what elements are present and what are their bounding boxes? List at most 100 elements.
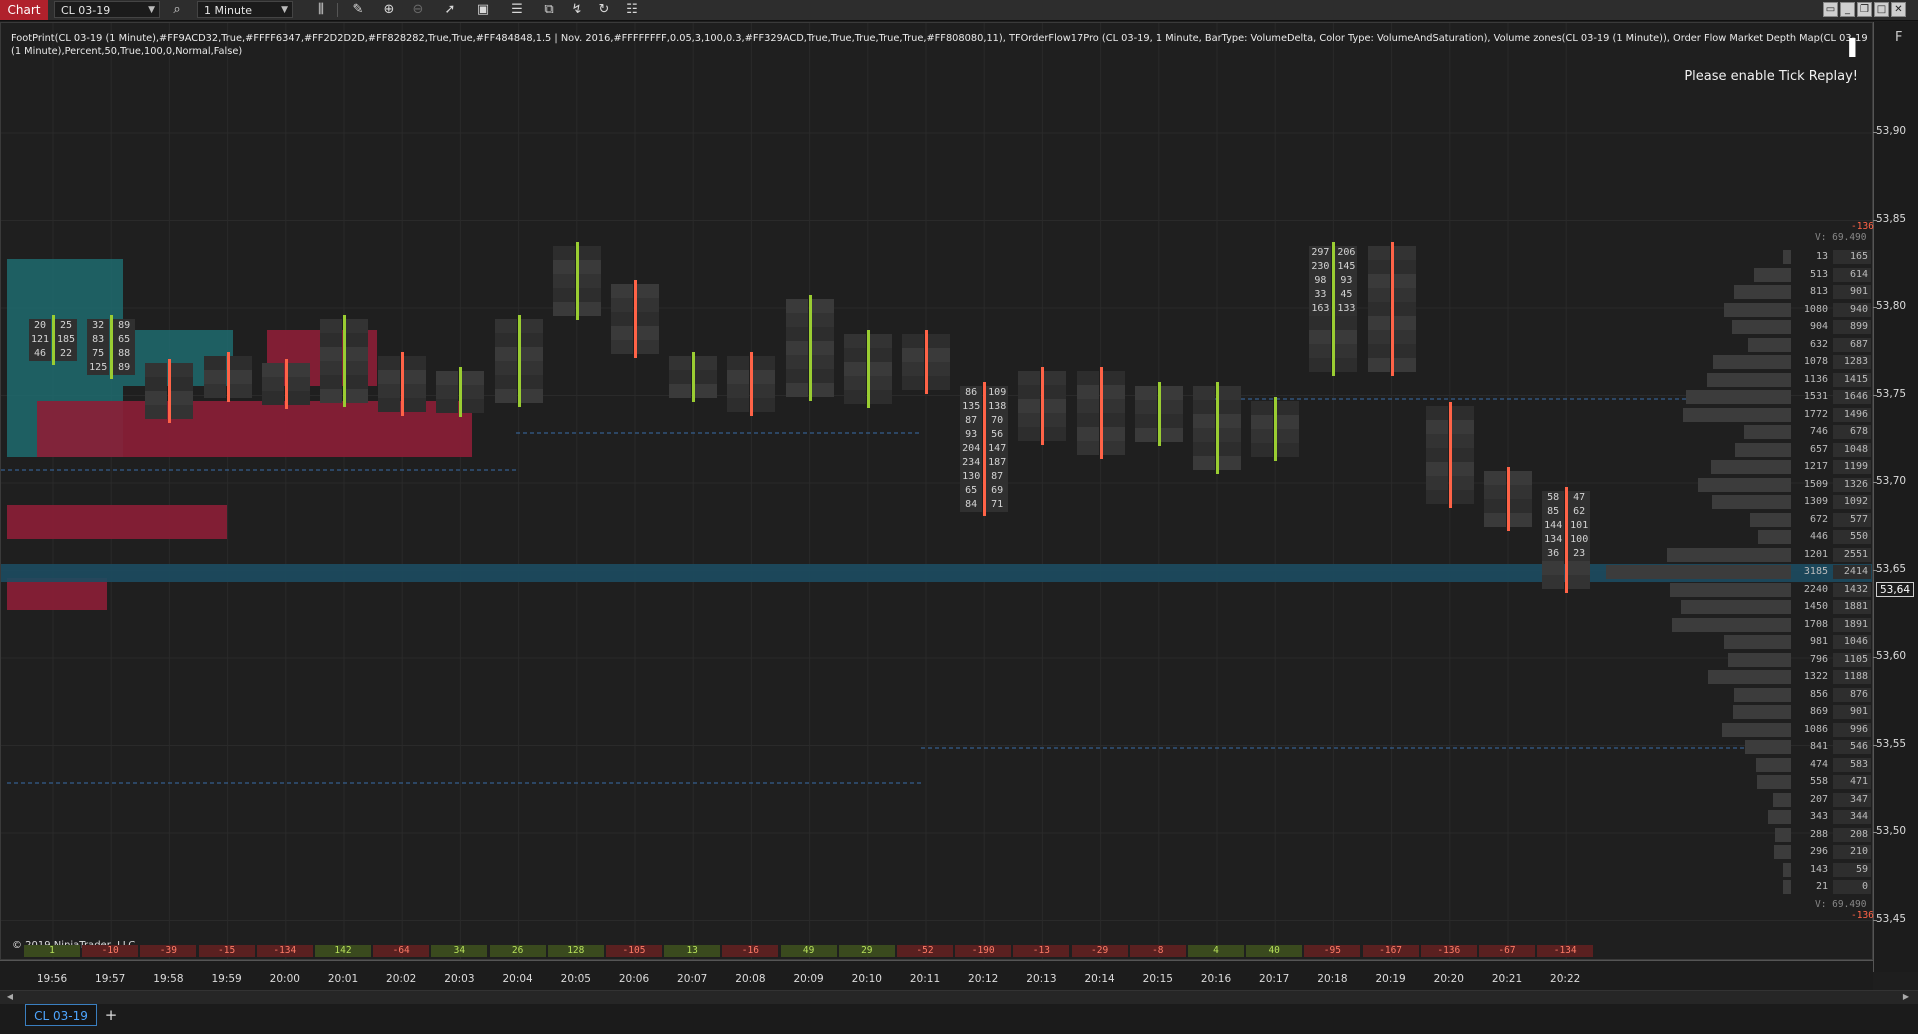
footprint-cell [1102,427,1125,441]
footprint-cell [1219,456,1241,470]
time-tick-label: 20:00 [269,973,300,985]
price-axis[interactable] [1873,22,1918,972]
footprint-cell [1018,371,1041,385]
volume-zone-red [7,505,227,539]
price-tick-mark [1873,832,1877,833]
footprint-cell [320,361,342,375]
footprint-cell [1044,371,1067,385]
footprint-value: 69 [986,484,1009,498]
candle-wick [517,315,521,407]
profile-bid: 1322 [1803,671,1828,682]
profile-bid: 746 [1809,426,1828,437]
profile-bid: 1201 [1803,548,1828,560]
candle-wick [284,359,288,409]
bar-delta-cell: -64 [373,945,430,957]
footprint-cell [520,319,543,333]
zoom-in-icon[interactable]: ⊕ [383,2,395,17]
footprint-cell [753,398,776,412]
candle-wick [1507,467,1510,531]
profile-ask: 940 [1833,302,1871,317]
footprint-cell [1193,386,1215,400]
footprint-cell [811,299,834,313]
footprint-cell [346,319,368,333]
maximize-icon[interactable]: □ [1874,2,1889,17]
footprint-value: 135 [960,400,983,414]
profile-bid: 288 [1809,828,1828,840]
volume-profile-bar [1772,792,1791,807]
close-icon[interactable]: ✕ [1891,2,1906,17]
volume-profile-bar [1667,547,1791,562]
footprint-cell [1451,476,1474,490]
minimize-icon[interactable]: _ [1840,2,1855,17]
data-box-icon[interactable]: ▣ [476,2,490,17]
reload-icon[interactable]: ↻ [598,2,610,17]
profile-bid: 558 [1809,776,1828,787]
horizontal-scrollbar[interactable] [0,990,1918,1005]
footprint-cell [494,389,517,403]
chart-tab[interactable]: Chart [0,0,48,20]
properties-icon[interactable]: ☷ [626,2,638,17]
footprint-cell [1251,401,1274,415]
interval-selector[interactable]: 1 Minute ▼ [197,1,293,18]
footprint-cell [785,355,808,369]
footprint-cell [552,260,575,274]
time-tick-label: 20:02 [386,973,417,985]
footprint-cell [1134,428,1157,442]
footprint-cell [1393,330,1416,344]
footprint-value: 100 [1568,533,1591,547]
order-icon[interactable]: ☰ [511,2,523,17]
indicator-icon[interactable]: ↯ [571,2,583,17]
strategy-icon[interactable]: ⧉ [544,2,554,17]
scroll-left-icon[interactable]: ◀ [6,992,14,1001]
footprint-cell [611,312,633,326]
scroll-right-icon[interactable]: ▶ [1902,992,1910,1001]
pencil-icon[interactable]: ✎ [352,2,364,17]
price-tick-label: 53,65 [1876,562,1907,575]
volume-profile-bar [1774,845,1791,859]
footprint-cell [1251,429,1274,443]
footprint-value: 93 [960,428,983,442]
footprint-cell [578,260,601,274]
time-axis[interactable] [0,960,1873,991]
add-tab-icon[interactable]: + [104,1006,118,1024]
footprint-cell [727,356,750,370]
time-tick-label: 20:06 [618,973,650,985]
footprint-cell [494,319,517,333]
volume-profile-bar [1669,582,1791,597]
tile-icon[interactable]: ▭ [1823,2,1838,17]
footprint-cell [1510,499,1532,513]
instrument-selector[interactable]: CL 03-19 ▼ [54,1,160,18]
footprint-cell [552,288,575,302]
footprint-cell [1542,561,1565,575]
chart-plot-area[interactable]: 20 25 121 185 46 22 32 89 83 65 75 88 125 89 86 109 135 1… [0,22,1873,960]
footprint-cell [1335,330,1358,344]
footprint-value: 109 [986,386,1009,400]
profile-ask: 208 [1833,827,1871,842]
profile-bid: 856 [1809,688,1828,700]
footprint-cell [1367,260,1390,274]
profile-ask: 899 [1833,320,1871,334]
footprint-cell [1309,358,1332,372]
footprint-cell [695,356,718,370]
footprint-cell [1451,462,1474,476]
footprint-cell [145,405,168,419]
panel-f-label: F [1895,30,1903,45]
zoom-out-icon[interactable]: ⊖ [412,2,424,17]
search-icon[interactable]: ⌕ [173,2,181,17]
volume-profile-bar [1706,372,1791,387]
profile-ask: 1283 [1833,355,1871,369]
footprint-cell [1277,401,1300,415]
pointer-icon[interactable]: ➚ [444,2,456,17]
volume-profile-bar [1711,460,1791,474]
restore-icon[interactable]: ❐ [1857,2,1872,17]
profile-bid: 21 [1815,881,1828,892]
tab-cl-03-19[interactable]: CL 03-19 [25,1004,97,1026]
footprint-cell [928,376,950,390]
footprint-value: 185 [55,333,77,347]
footprint-cell [1076,413,1099,427]
footprint-cell [928,348,950,362]
pin-icon[interactable]: ▐ [1843,38,1856,57]
profile-ask: 59 [1833,862,1871,877]
bars-icon[interactable]: ⫼ [318,2,324,17]
footprint-cell [520,389,543,403]
